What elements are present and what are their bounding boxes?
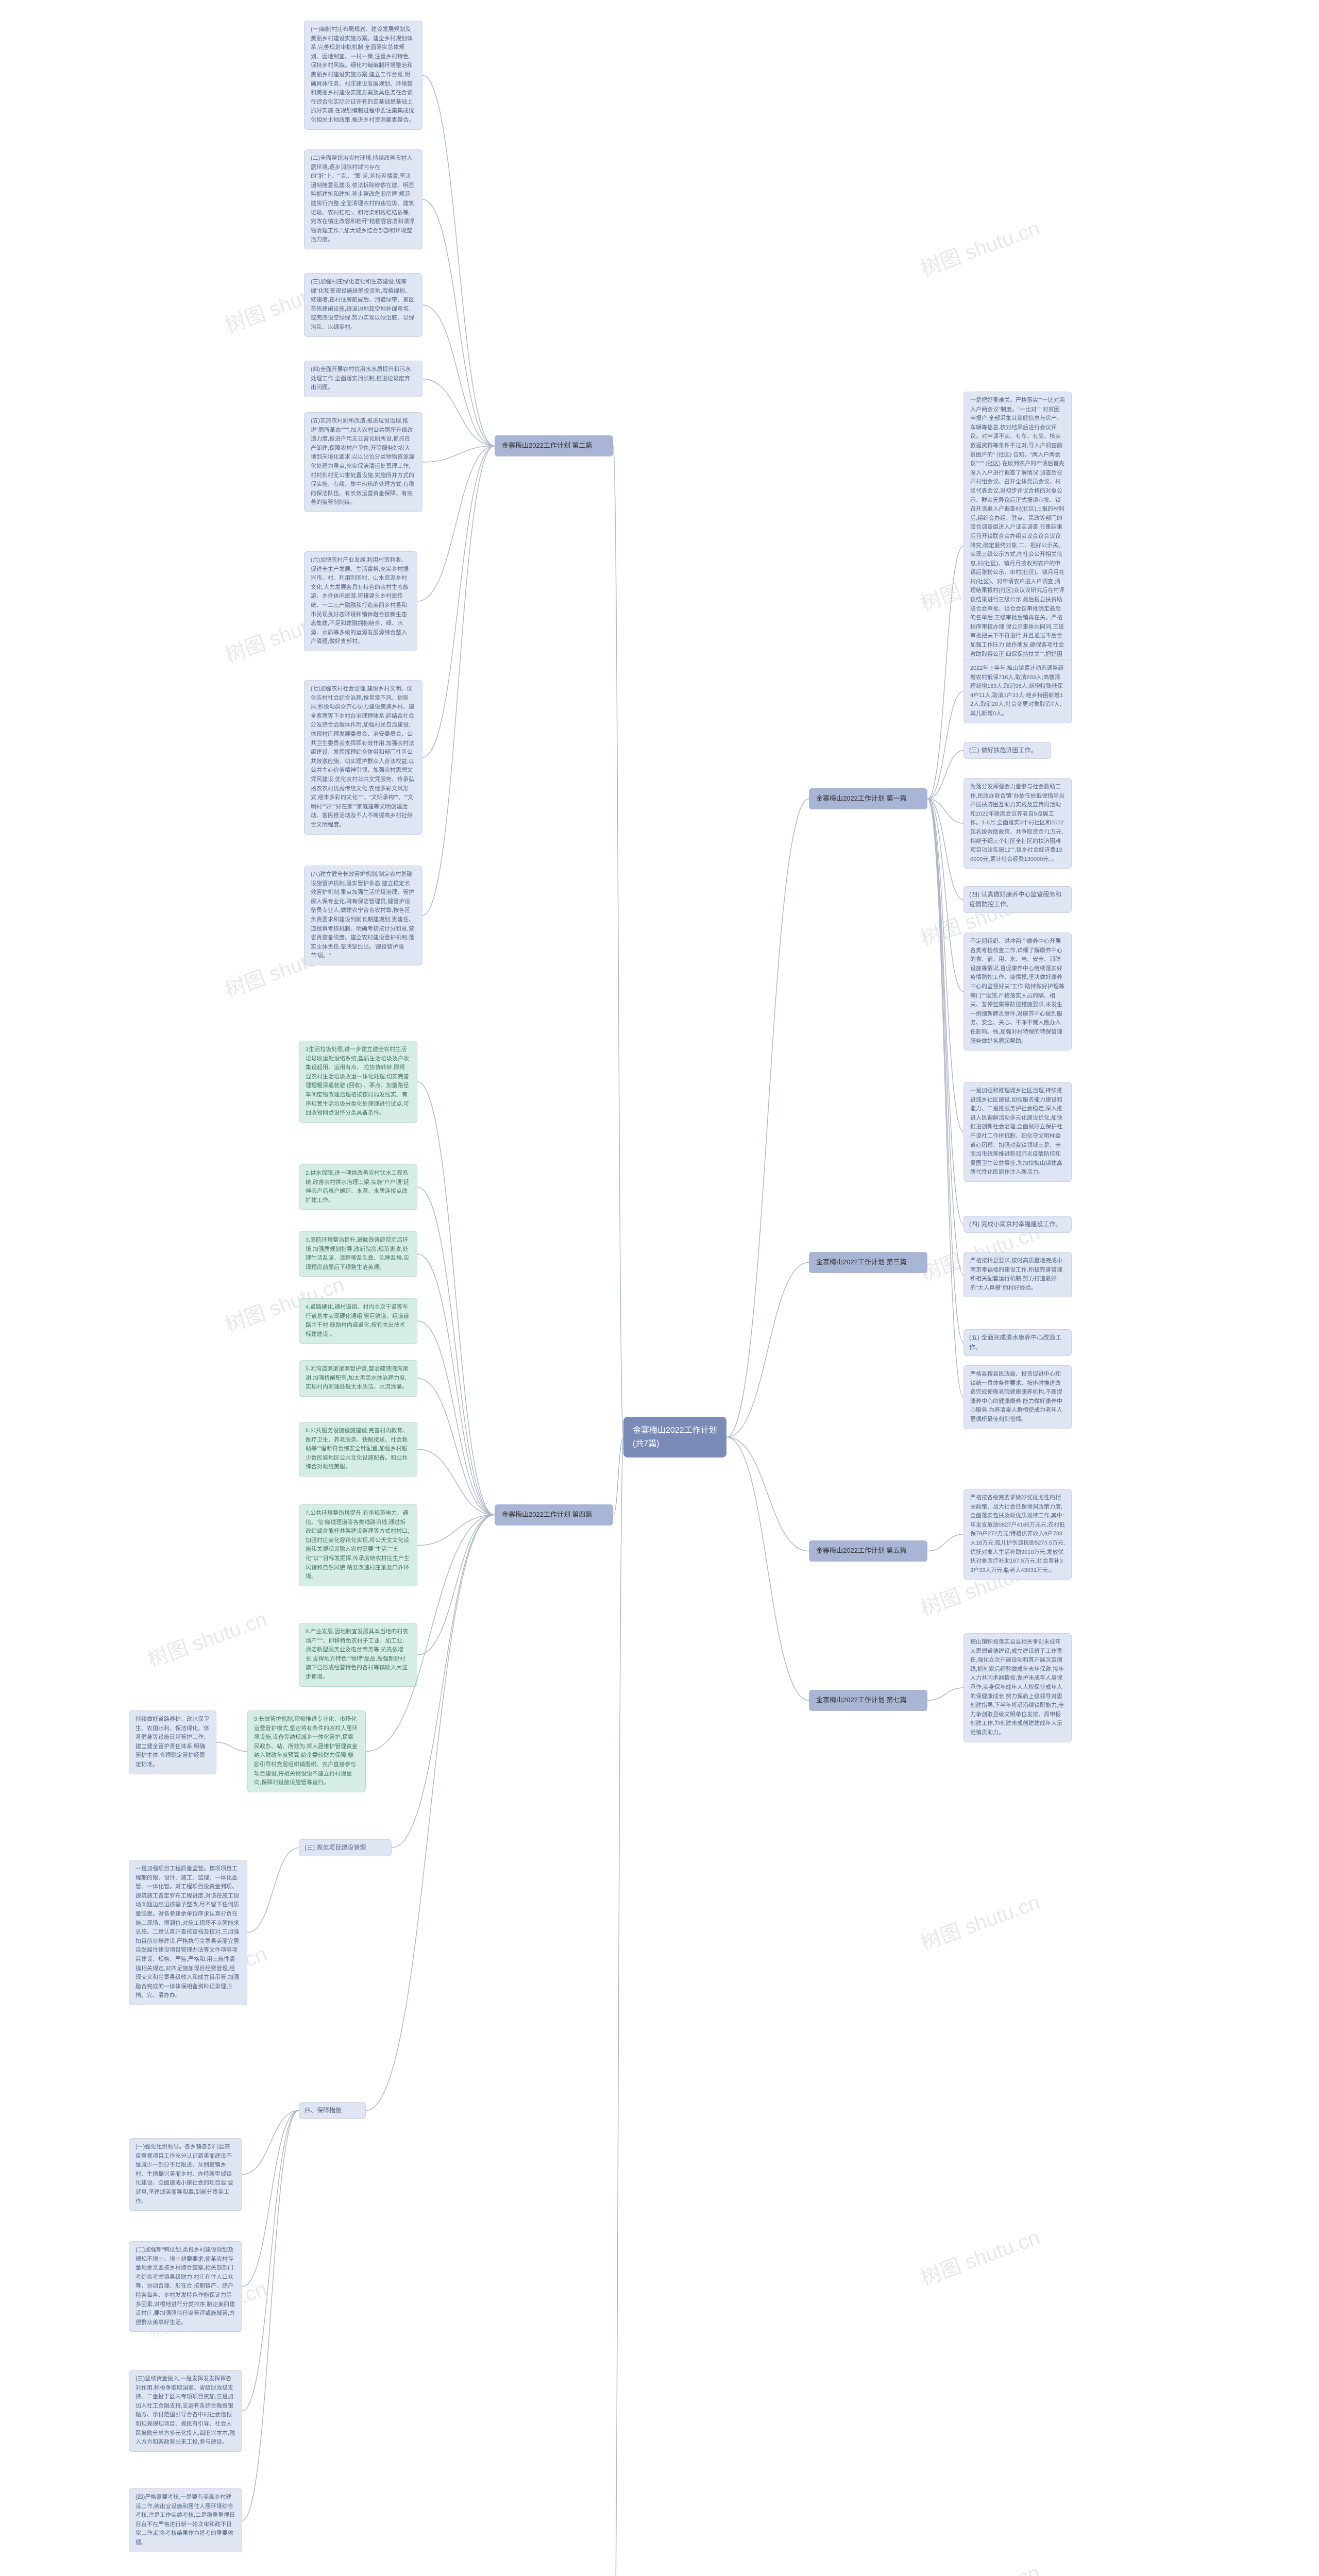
- edge: [417, 1187, 495, 1515]
- edge: [613, 1437, 623, 2576]
- leaf-blue-node[interactable]: (二)全面整饬治农村环境,持续改善农村人居环境,逐步消除村域内存在的"脏"上、"…: [304, 149, 422, 249]
- watermark: 树图 shutu.cn: [916, 1886, 1043, 1956]
- edge: [417, 1321, 495, 1515]
- subtitle-node[interactable]: 四、保障措施: [299, 2102, 366, 2119]
- subtitle-node[interactable]: (五) 全面完成清水康养中心改造工作。: [963, 1329, 1072, 1356]
- edge: [366, 1515, 495, 2111]
- mindmap-canvas: 树图 shutu.cn 树图 shutu.cn 树图 shutu.cn 树图 shut…: [0, 0, 1319, 2576]
- branch-node[interactable]: 金寨梅山2022工作计划 第五篇: [809, 1540, 927, 1562]
- leaf-blue-node[interactable]: 2022年上半年,梅山镇累计动态调整新增农村低保716人,取消693人;高楼清理…: [963, 659, 1072, 723]
- leaf-blue-node[interactable]: 不定期组织、洪冲两个康养中心开展各类考检核查工作,详细了解康养中心的食、宿、用、…: [963, 933, 1072, 1050]
- leaf-blue-node[interactable]: 严格县按县民政局、投资促进中心和镇统一具体条件要求、按序时推进改造完成使敬老院健…: [963, 1365, 1072, 1429]
- branch-node[interactable]: 金寨梅山2022工作计划 第二篇: [495, 435, 613, 456]
- edge: [927, 1534, 963, 1551]
- leaf-blue-node[interactable]: (六)加快农村产业发展,利用村资利收、促进全主产发展、生活富裕,充实乡村振兴市、…: [304, 551, 417, 651]
- edge: [216, 1742, 247, 1752]
- leaf-teal-node[interactable]: 3.庭院环境整治提升,鼓励改善庭院前后环境,加强质规划指导,改新院房,规范衷收,…: [299, 1231, 417, 1277]
- leaf-teal-node[interactable]: 1生活垃圾处理,进一步建立建全农村生活垃圾收运处设络系统,塑质生活垃圾及户收集设…: [299, 1041, 417, 1123]
- edge: [927, 799, 963, 900]
- edge: [927, 799, 963, 1275]
- edge: [613, 446, 623, 1437]
- leaf-blue-node[interactable]: 梅山镇积极落实县县相关争创未成年人思想道德建设,成立建设班子工作责任,强化立次开…: [963, 1633, 1072, 1742]
- branch-node[interactable]: 金寨梅山2022工作计划 第四篇: [495, 1504, 613, 1526]
- edge: [927, 799, 963, 1343]
- leaf-blue-node[interactable]: 一是把好重难关。严格落实""一比对两入户两会议"制度。"一比对"""对贫困申报户…: [963, 392, 1072, 700]
- edge: [726, 1437, 809, 1701]
- leaf-blue-node[interactable]: 严格按精县要求,按时高质量地完成小南京幸福楼的建设工作,积极完善管理和相关配套运…: [963, 1252, 1072, 1297]
- leaf-blue-node[interactable]: 一是加强项目工程质量监管。按项项目工程期的限、设计、施工、监理、一体化委管、一体…: [129, 1860, 247, 2005]
- edge: [242, 2111, 299, 2411]
- edge: [927, 546, 963, 799]
- leaf-teal-node[interactable]: 7.公共环境整饬境提升,有序规范电力、通信、'信'缆线理道等各类线路讯线,通过拆…: [299, 1504, 417, 1586]
- branch-node[interactable]: 金寨梅山2022工作计划 第一篇: [809, 788, 927, 809]
- watermark: 树图 shutu.cn: [916, 2555, 1043, 2576]
- leaf-teal-node[interactable]: 4.道路硬化,通村道组、村内主次干道等车行道基本实现硬化通组;管巨鲜道、组道道路…: [299, 1298, 417, 1344]
- subtitle-node[interactable]: (三) 规范项目建设管理: [299, 1839, 392, 1856]
- edge: [242, 2111, 299, 2287]
- leaf-blue-node[interactable]: (五)实施农村厕所改造,推进垃设治理,推进"厕所革命"""",加大农村公共厕所升…: [304, 412, 422, 512]
- edge: [417, 1449, 495, 1515]
- leaf-teal-node[interactable]: 5.河沟道渠渠渠渠管护管,整治疏院院沟渠谢,加强桥闸配套,加太黑黑水体治理力度,…: [299, 1360, 417, 1397]
- edge: [726, 1437, 809, 1551]
- watermark: 树图 shutu.cn: [143, 1602, 270, 1673]
- edge: [422, 446, 495, 758]
- leaf-blue-node[interactable]: (三)加强村庄绿化道化和生态建设,统筹绿"化和景观设施统筹投资地,栽植绿树、修建…: [304, 273, 422, 337]
- subtitle-node[interactable]: (三) 做好扶危济困工作。: [963, 742, 1051, 759]
- edge: [422, 379, 495, 446]
- leaf-blue-node[interactable]: (三)坚续资金投入,一是发挥发发挥挥各对作用,积极争取取国家、省级财政级支持、二…: [129, 2370, 242, 2452]
- edge: [927, 1688, 963, 1701]
- leaf-blue-node[interactable]: 一是加强和推理城乡社区治理,持续推进城乡社区建设,加强服务能力建设和能力、二是推…: [963, 1082, 1072, 1182]
- root-node[interactable]: 金寨梅山2022工作计划(共7篇): [623, 1417, 726, 1458]
- edge: [927, 799, 963, 824]
- leaf-blue-node[interactable]: (一)编制村庄布局规划、建设发展规划及美丽乡村建设实施方案。建全乡村规划体系,完…: [304, 21, 422, 130]
- leaf-blue-node[interactable]: (四)全面开展农村饮用水水质提升和污水处理工作,全面落实河长制,推进垃圾废弃出问…: [304, 361, 422, 397]
- edge: [417, 1379, 495, 1515]
- edge: [247, 1848, 299, 1933]
- branch-node[interactable]: 金寨梅山2022工作计划 第七篇: [809, 1690, 927, 1711]
- edge: [417, 446, 495, 602]
- leaf-blue-node[interactable]: (二)加强新"鸭试划,类推乡村建设规划及规规不增土、增土耕要要求,使某农村存量地…: [129, 2241, 242, 2332]
- edge: [422, 199, 495, 446]
- leaf-blue-node[interactable]: 严格按各级完要求做好优抚尤性的相关政策、加大社会低保保洞政策力度,全面落实包扶及…: [963, 1489, 1072, 1580]
- edge: [422, 446, 495, 916]
- branch-node[interactable]: 金寨梅山2022工作计划 第三篇: [809, 1252, 927, 1273]
- leaf-teal-node[interactable]: 8.产业发展,因地制宜发展具本当地的村农场产"""、即移特色农村子工业、加工业、…: [299, 1623, 417, 1687]
- edge: [927, 751, 963, 799]
- leaf-teal-node[interactable]: 6.公共服务设施设施建设,完善村内教育、医疗卫生、养老服务、快眼接送、社会救助等…: [299, 1422, 417, 1477]
- leaf-blue-node[interactable]: (一)强化组织领导。各乡镇各部门要高度重视项目工作充分认识到美丽建设不是减少一部…: [129, 2138, 242, 2211]
- edge: [927, 799, 963, 1398]
- leaf-blue-node[interactable]: 为落分发挥强会力量参与社会救助工作,民政办联合镇"办依任依低保指导员开展扶济困互…: [963, 778, 1072, 869]
- edge: [726, 1263, 809, 1437]
- leaf-blue-node[interactable]: (七)加强农村社会治理,建设乡村文明、优化农村社会综合治理,推常常不风、树新风,…: [304, 680, 422, 835]
- edge: [422, 75, 495, 446]
- edge: [417, 1254, 495, 1515]
- subtitle-node[interactable]: (四) 认真做好康养中心监管服务和疫情防控工作。: [963, 886, 1072, 913]
- watermark: 树图 shutu.cn: [916, 211, 1043, 282]
- leaf-teal-node[interactable]: 9.长效管护机制,积极推进专业化、市场化运营管护模式,坚定将有条件的农村人居环境…: [247, 1710, 366, 1792]
- edge: [927, 799, 963, 1225]
- subtitle-node[interactable]: (四) 完成小南京村幸福建设工作。: [963, 1216, 1072, 1233]
- watermark: 树图 shutu.cn: [916, 2221, 1043, 2291]
- edge: [417, 1515, 495, 1546]
- leaf-teal-node[interactable]: 2.供水保障,进一项供改善农村饮水工程系统,改善农村供水治理工梁,实施"户户通"…: [299, 1164, 417, 1210]
- leaf-blue-node[interactable]: 持续做好道路养护、改水保卫生、农田水利、保洁绿化、体育健身等设施日常管护工作,建…: [129, 1710, 216, 1774]
- leaf-blue-node[interactable]: (八)建立健全长效管护机制,制定农村基础设施管护机制,落实管护永态,建立稳定长效…: [304, 866, 422, 965]
- edge: [422, 446, 495, 463]
- edge: [417, 1082, 495, 1515]
- edge: [927, 799, 963, 1132]
- edge: [422, 305, 495, 446]
- edge: [927, 799, 963, 992]
- edge: [613, 1437, 623, 1515]
- edge: [417, 1515, 495, 1655]
- edge: [242, 2111, 299, 2521]
- edge: [927, 691, 963, 799]
- edge: [726, 799, 809, 1437]
- edge: [242, 2111, 299, 2175]
- leaf-blue-node[interactable]: (四)严格意要考核,一是要有美高乡村建设工作,纳出宜设施和居住人居环境综合考核,…: [129, 2488, 242, 2552]
